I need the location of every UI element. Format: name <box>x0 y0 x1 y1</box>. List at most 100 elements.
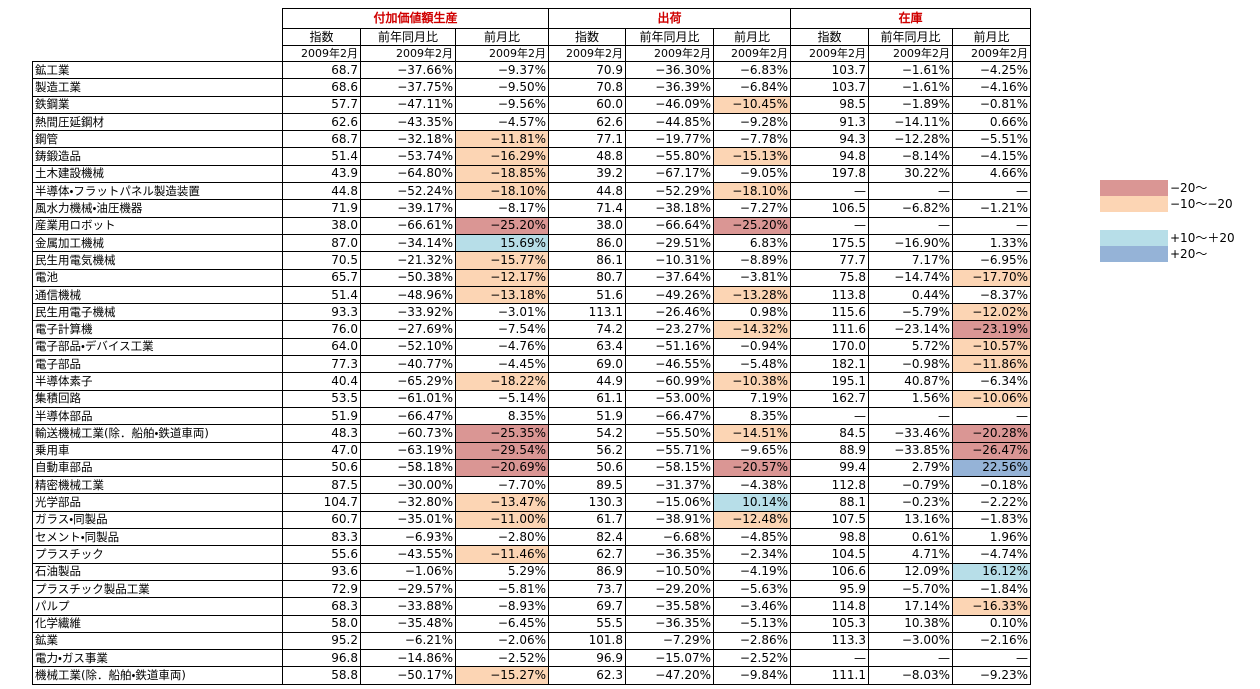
value-cell: 51.4 <box>282 147 361 166</box>
value-cell: — <box>952 216 1031 235</box>
value-cell: −39.17% <box>360 199 456 218</box>
value-cell: 113.1 <box>548 303 626 322</box>
value-cell: 39.2 <box>548 164 626 184</box>
value-cell: 91.3 <box>790 112 869 132</box>
value-cell: −2.52% <box>455 649 549 668</box>
value-cell: 1.96% <box>952 528 1031 547</box>
value-cell: −61.01% <box>360 389 456 408</box>
value-cell: — <box>790 182 869 201</box>
value-cell: −23.14% <box>868 320 953 339</box>
value-cell: −13.47% <box>455 493 549 512</box>
value-cell: 68.6 <box>282 78 361 97</box>
value-cell: 38.0 <box>548 216 626 235</box>
value-cell: −4.19% <box>713 562 791 581</box>
value-cell: −37.64% <box>625 268 714 287</box>
value-cell: 104.5 <box>790 545 869 564</box>
row-label: 乗用車 <box>32 441 283 460</box>
value-cell: 88.9 <box>790 441 869 460</box>
value-cell: −1.83% <box>952 510 1031 530</box>
value-cell: 61.7 <box>548 510 626 530</box>
value-cell: −43.55% <box>360 545 456 564</box>
legend-item: +10～＋20 <box>1100 230 1260 246</box>
row-label: 電池 <box>32 268 283 287</box>
value-cell: 197.8 <box>790 164 869 184</box>
data-row: セメント・同製品 83.3 −6.93% −2.80% 82.4 −6.68% −4.85%… <box>32 528 1031 547</box>
value-cell: −11.46% <box>455 545 549 564</box>
value-cell: — <box>790 649 869 668</box>
value-cell: −5.14% <box>455 389 549 408</box>
value-cell: 114.8 <box>790 597 869 616</box>
value-cell: 43.9 <box>282 164 361 184</box>
row-label: ガラス・同製品 <box>32 510 283 530</box>
value-cell: 1.56% <box>868 389 953 408</box>
data-row: 精密機械工業 87.5 −30.00% −7.70% 89.5 −31.37% −4.38%… <box>32 476 1031 495</box>
value-cell: 47.0 <box>282 441 361 460</box>
value-cell: −0.98% <box>868 355 953 374</box>
row-label: プラスチック <box>32 545 283 564</box>
value-cell: 71.4 <box>548 199 626 218</box>
value-cell: −8.14% <box>868 147 953 166</box>
value-cell: 70.9 <box>548 60 626 80</box>
value-cell: 115.6 <box>790 303 869 322</box>
value-cell: −58.18% <box>360 458 456 478</box>
value-cell: −15.13% <box>713 147 791 166</box>
value-cell: 99.4 <box>790 458 869 478</box>
value-cell: −29.57% <box>360 579 456 599</box>
data-row: 鉱工業 68.7 −37.66% −9.37% 70.9 −36.30% −6.83% 103… <box>32 60 1031 80</box>
value-cell: −64.80% <box>360 164 456 184</box>
blank-cell <box>33 9 283 29</box>
value-cell: −26.47% <box>952 441 1031 460</box>
data-row: 電子部品 77.3 −40.77% −4.45% 69.0 −46.55% −5.48% 18… <box>32 355 1031 374</box>
value-cell: −9.56% <box>455 95 549 114</box>
value-cell: 58.8 <box>282 666 361 685</box>
value-cell: −9.37% <box>455 60 549 80</box>
legend-item: −10～−20 <box>1100 196 1260 212</box>
value-cell: 77.3 <box>282 355 361 374</box>
value-cell: 4.66% <box>952 164 1031 184</box>
value-cell: 69.0 <box>548 355 626 374</box>
row-label: 集積回路 <box>32 389 283 408</box>
value-cell: 1.33% <box>952 233 1031 253</box>
value-cell: −15.77% <box>455 251 549 270</box>
value-cell: −2.86% <box>713 631 791 651</box>
row-label: 熱間圧延鋼材 <box>32 112 283 132</box>
value-cell: 60.7 <box>282 510 361 530</box>
value-cell: −7.27% <box>713 199 791 218</box>
value-cell: 83.3 <box>282 528 361 547</box>
data-row: 半導体・フラットパネル製造装置 44.8 −52.24% −18.10% 44.8 −52… <box>32 182 1031 201</box>
subheader: 指数 <box>548 28 626 46</box>
value-cell: −13.18% <box>455 285 549 305</box>
value-cell: −8.89% <box>713 251 791 270</box>
period: 2009年2月 <box>790 45 869 62</box>
value-cell: 12.09% <box>868 562 953 581</box>
value-cell: −60.99% <box>625 372 714 391</box>
value-cell: — <box>790 406 869 426</box>
value-cell: −1.06% <box>360 562 456 581</box>
row-label: 鉱工業 <box>32 60 283 80</box>
value-cell: 30.22% <box>868 164 953 184</box>
group-header: 出荷 <box>548 8 791 29</box>
value-cell: −33.88% <box>360 597 456 616</box>
value-cell: −38.18% <box>625 199 714 218</box>
value-cell: 0.44% <box>868 285 953 305</box>
value-cell: −14.74% <box>868 268 953 287</box>
value-cell: 87.0 <box>282 233 361 253</box>
value-cell: 10.14% <box>713 493 791 512</box>
data-row: プラスチック 55.6 −43.55% −11.46% 62.7 −36.35% −2.34… <box>32 545 1031 564</box>
value-cell: 170.0 <box>790 337 869 357</box>
value-cell: −8.93% <box>455 597 549 616</box>
value-cell: 68.3 <box>282 597 361 616</box>
value-cell: 106.6 <box>790 562 869 581</box>
value-cell: 58.0 <box>282 614 361 633</box>
value-cell: 76.0 <box>282 320 361 339</box>
value-cell: 105.3 <box>790 614 869 633</box>
legend-label: +20～ <box>1170 247 1208 261</box>
value-cell: 113.3 <box>790 631 869 651</box>
row-label: 電力・ガス事業 <box>32 649 283 668</box>
value-cell: −9.50% <box>455 78 549 97</box>
value-cell: −4.85% <box>713 528 791 547</box>
value-cell: 62.7 <box>548 545 626 564</box>
value-cell: −15.07% <box>625 649 714 668</box>
value-cell: 113.8 <box>790 285 869 305</box>
value-cell: 15.69% <box>455 233 549 253</box>
